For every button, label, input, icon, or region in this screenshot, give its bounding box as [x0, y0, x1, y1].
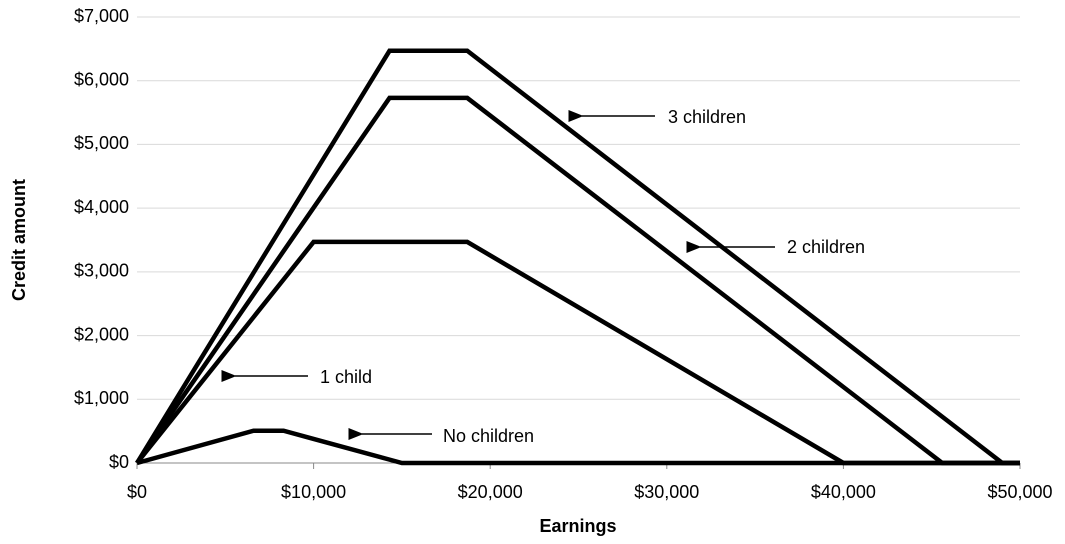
y-tick-label: $3,000 [74, 261, 129, 281]
series-line [136, 428, 1020, 466]
series-line [135, 48, 1020, 466]
x-tick-label: $40,000 [811, 482, 876, 502]
x-tick-label: $30,000 [634, 482, 699, 502]
annotation-label: 1 child [320, 367, 372, 387]
x-axis-title: Earnings [539, 516, 616, 536]
annotation-label: 3 children [668, 107, 746, 127]
y-tick-label: $6,000 [74, 69, 129, 89]
x-tick-label: $10,000 [281, 482, 346, 502]
y-tick-label: $2,000 [74, 324, 129, 344]
y-tick-label: $0 [109, 452, 129, 472]
y-tick-label: $4,000 [74, 197, 129, 217]
y-axis-title: Credit amount [9, 179, 29, 301]
x-tick-label: $20,000 [458, 482, 523, 502]
series-line [135, 95, 1020, 466]
annotation-label: 2 children [787, 237, 865, 257]
annotation-label: No children [443, 426, 534, 446]
y-tick-label: $7,000 [74, 6, 129, 26]
y-tick-label: $1,000 [74, 388, 129, 408]
y-tick-label: $5,000 [74, 133, 129, 153]
x-tick-label: $0 [127, 482, 147, 502]
x-tick-label: $50,000 [987, 482, 1052, 502]
